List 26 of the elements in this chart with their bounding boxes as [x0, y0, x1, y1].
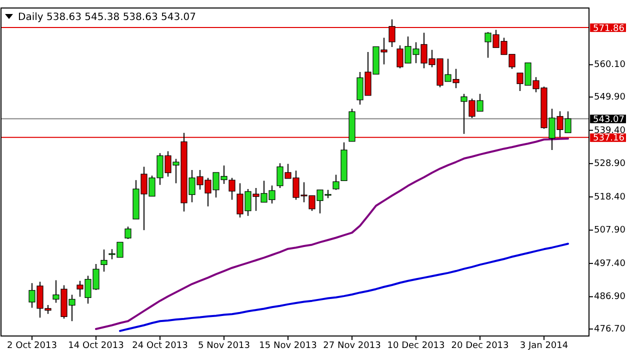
ref-line-label: 571.86 [593, 24, 625, 34]
x-tick-label: 10 Dec 2013 [387, 341, 445, 350]
x-tick-label: 2 Oct 2013 [7, 341, 57, 350]
candlestick [100, 248, 108, 272]
x-tick-label: 20 Dec 2013 [451, 341, 509, 350]
x-tick-label: 5 Nov 2013 [198, 341, 250, 350]
candlestick [228, 177, 236, 200]
chart-title: Daily 538.63 545.38 538.63 543.07 [18, 12, 196, 23]
y-tick-label: 486.90 [594, 292, 626, 302]
y-tick-label: 476.70 [594, 324, 626, 335]
x-tick-label: 15 Nov 2013 [259, 341, 317, 350]
line-series [119, 242, 569, 332]
y-tick-label: 549.90 [594, 92, 626, 103]
candlestick [124, 226, 132, 240]
x-tick-label: 3 Jan 2014 [520, 341, 568, 350]
y-tick-label: 528.90 [594, 159, 626, 170]
x-tick-label: 24 Oct 2013 [132, 341, 188, 350]
y-tick-label: 507.90 [594, 226, 626, 236]
y-tick-label: 560.10 [594, 60, 626, 70]
candlestick [332, 174, 340, 190]
x-tick-label: 27 Nov 2013 [323, 341, 381, 350]
y-tick-label: 497.40 [594, 258, 626, 269]
y-tick-label: 518.40 [594, 192, 626, 202]
ref-line-label: 537.16 [593, 134, 625, 144]
ref-line-label: 543.07 [593, 114, 624, 125]
x-tick-label: 14 Oct 2013 [68, 341, 124, 350]
